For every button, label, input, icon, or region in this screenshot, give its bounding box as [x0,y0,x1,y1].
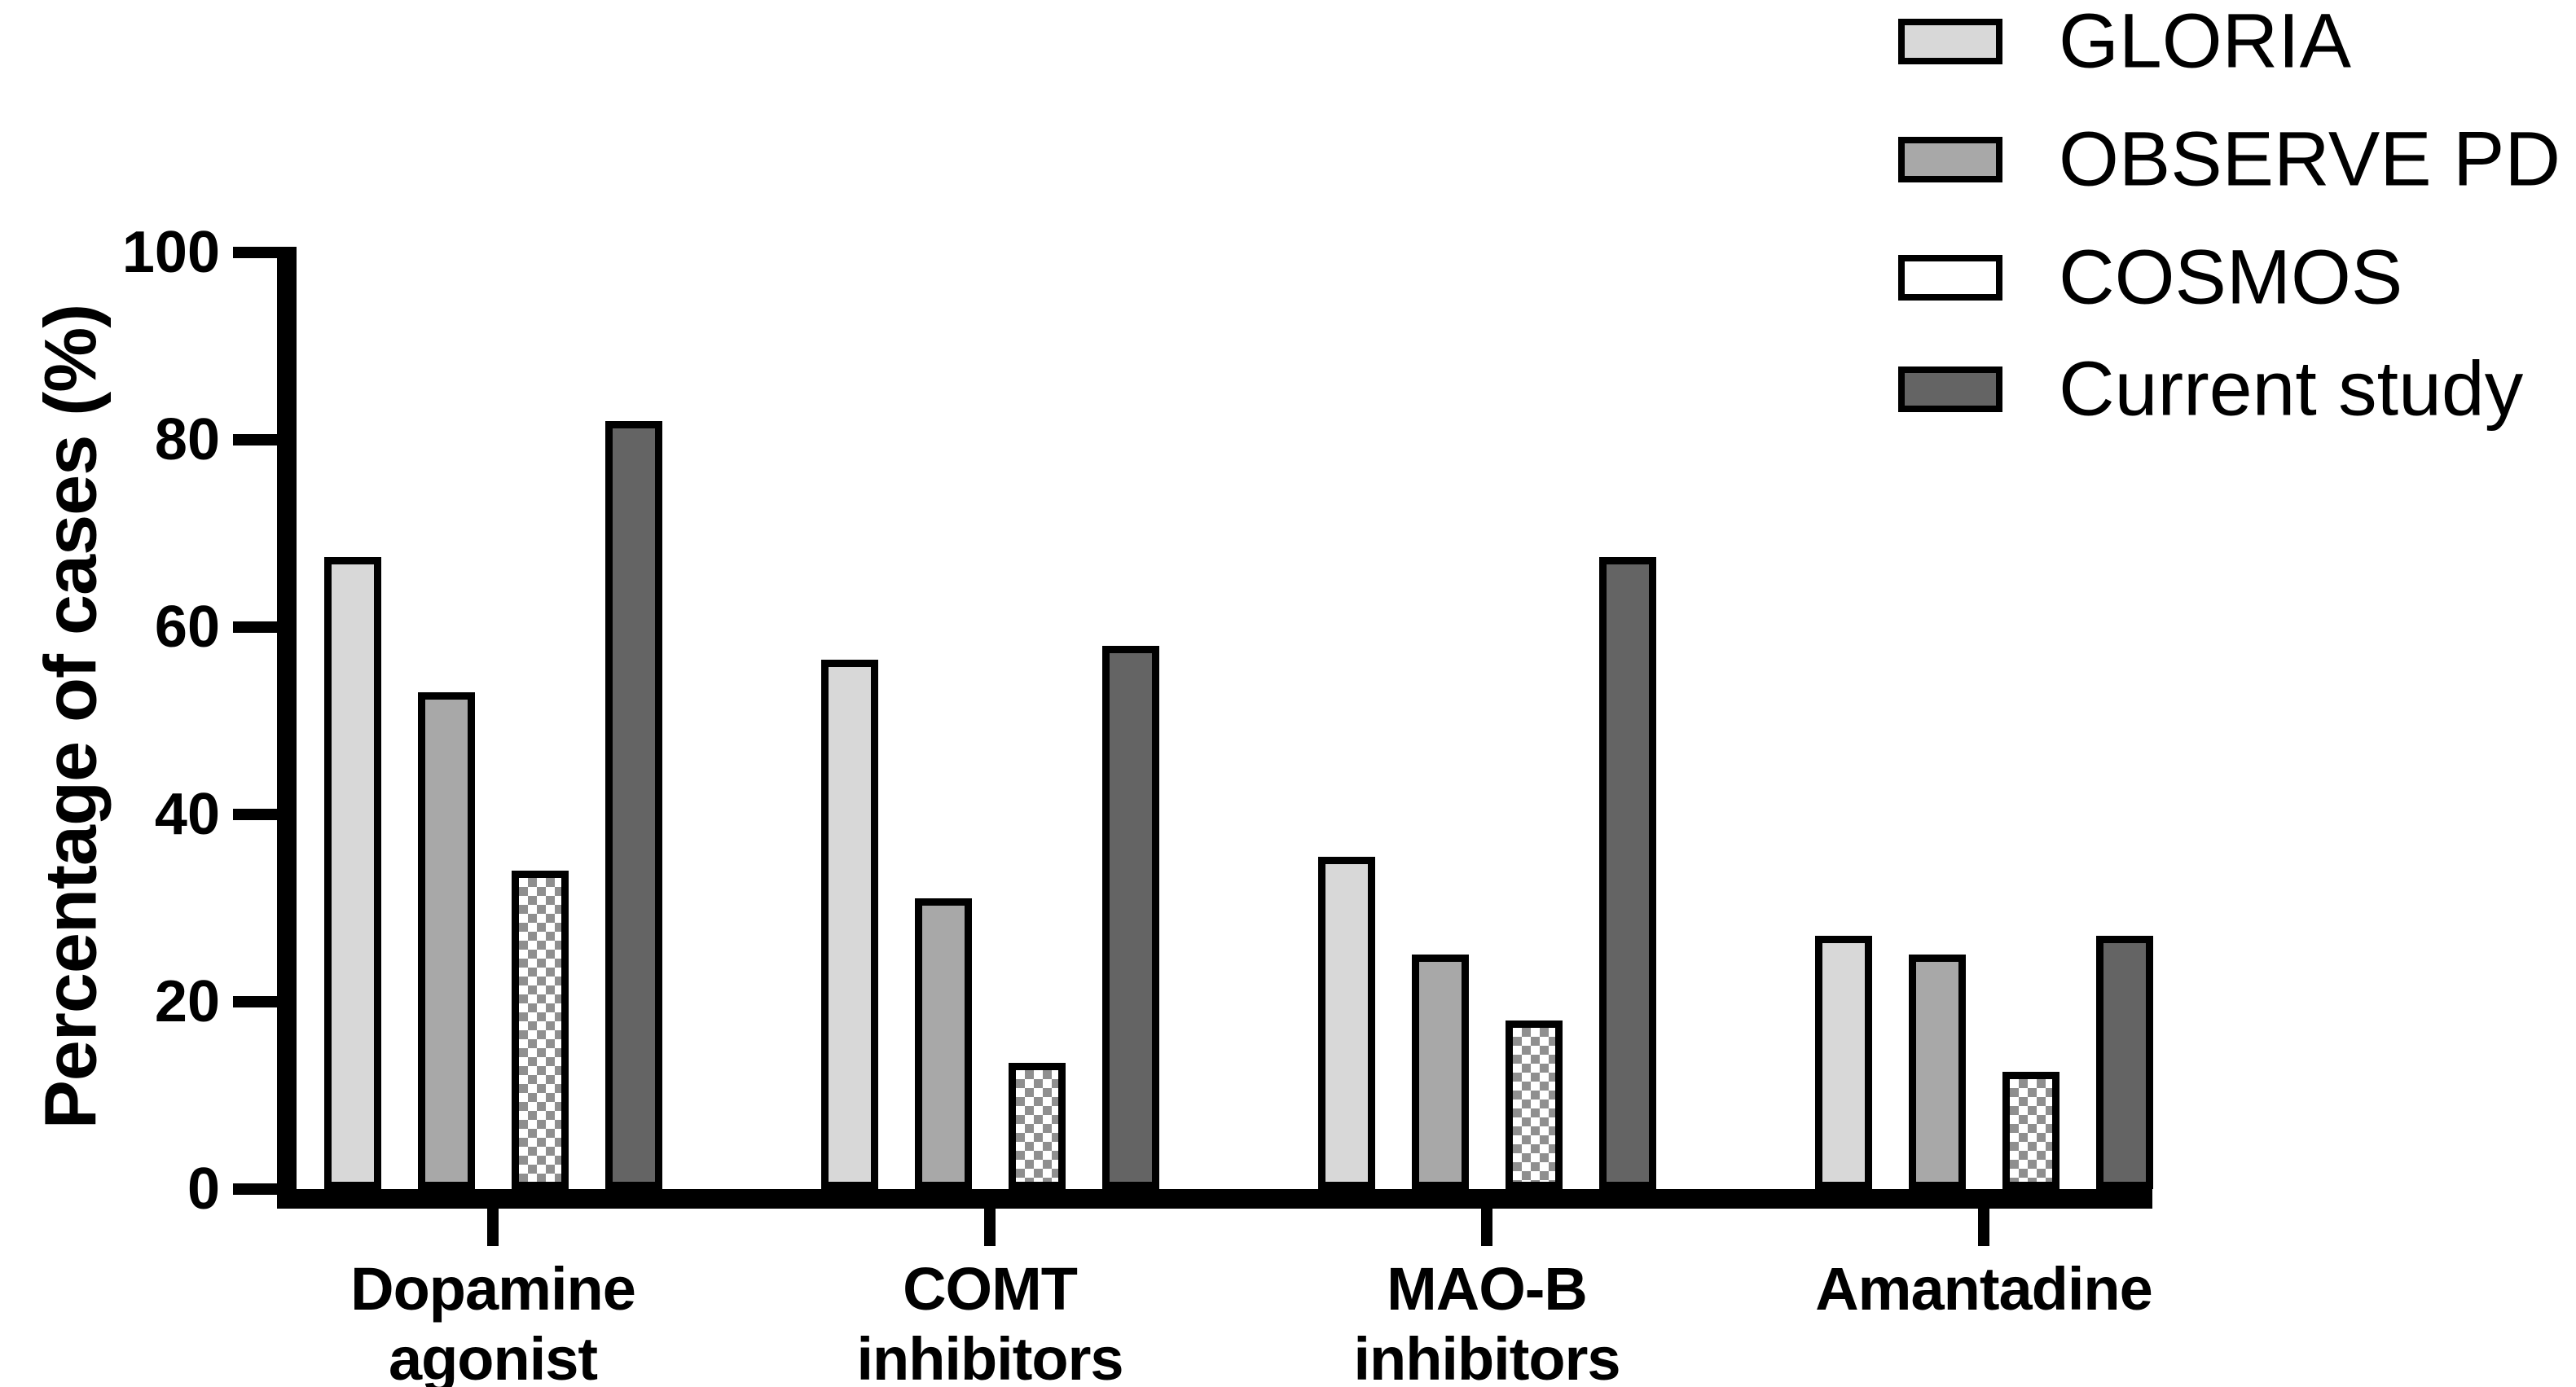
bar-cosmos-mao-b-inhibitors [1505,1020,1563,1189]
bar-gloria-mao-b-inhibitors [1317,857,1375,1189]
legend-label-cosmos: COSMOS [2059,234,2403,321]
legend-swatch-current-study [1898,367,2002,412]
y-tick-label-0: 0 [187,1157,220,1222]
x-axis-label-line: inhibitors [856,1325,1123,1387]
x-tick-mark-mao-b-inhibitors [1481,1209,1492,1246]
legend-label-current-study: Current study [2059,345,2524,432]
bar-gloria-dopamine-agonist [323,557,381,1189]
x-axis-label-comt-inhibitors: COMT inhibitors [705,1254,1275,1387]
x-axis-line [277,1189,2152,1209]
y-tick-mark-0 [233,1183,277,1195]
bar-current-study-mao-b-inhibitors [1598,557,1656,1189]
bar-observe-pd-comt-inhibitors [914,898,972,1189]
y-tick-label-40: 40 [154,782,220,847]
bar-observe-pd-dopamine-agonist [417,692,475,1189]
legend-label-gloria: GLORIA [2059,0,2351,85]
y-tick-mark-60 [233,621,277,633]
y-axis-line [277,247,297,1209]
x-tick-mark-amantadine [1978,1209,1989,1246]
bar-observe-pd-mao-b-inhibitors [1411,955,1469,1189]
y-tick-label-60: 60 [154,595,220,660]
bar-current-study-dopamine-agonist [604,421,662,1189]
bar-cosmos-dopamine-agonist [511,871,569,1189]
bar-observe-pd-amantadine [1908,955,1966,1189]
legend-swatch-cosmos [1898,255,2002,301]
y-tick-mark-20 [233,996,277,1007]
x-axis-label-line: inhibitors [1353,1325,1620,1387]
y-tick-mark-80 [233,434,277,446]
y-tick-label-20: 20 [154,969,220,1034]
x-axis-label-line: Dopamine [350,1255,636,1323]
legend-swatch-gloria [1898,19,2002,64]
bar-cosmos-amantadine [2002,1072,2059,1189]
y-tick-label-80: 80 [154,407,220,472]
bar-current-study-amantadine [2095,936,2153,1189]
x-axis-label-dopamine-agonist: Dopamine agonist [208,1254,778,1387]
x-axis-label-mao-b-inhibitors: MAO-B inhibitors [1202,1254,1772,1387]
legend-swatch-observe-pd [1898,137,2002,182]
x-axis-label-line: MAO-B [1387,1255,1588,1323]
bar-current-study-comt-inhibitors [1101,646,1159,1189]
y-tick-mark-100 [233,247,277,258]
x-tick-mark-comt-inhibitors [984,1209,996,1246]
y-tick-mark-40 [233,809,277,820]
bar-gloria-comt-inhibitors [820,660,878,1189]
legend-label-observe-pd: OBSERVE PD [2059,116,2561,203]
x-axis-label-line: agonist [388,1325,598,1387]
x-axis-label-line: COMT [903,1255,1078,1323]
x-axis-label-amantadine: Amantadine [1699,1254,2269,1324]
bar-cosmos-comt-inhibitors [1008,1063,1066,1189]
x-axis-label-line: Amantadine [1815,1255,2153,1323]
y-tick-label-100: 100 [121,220,220,285]
x-tick-mark-dopamine-agonist [487,1209,499,1246]
bar-gloria-amantadine [1814,936,1872,1189]
